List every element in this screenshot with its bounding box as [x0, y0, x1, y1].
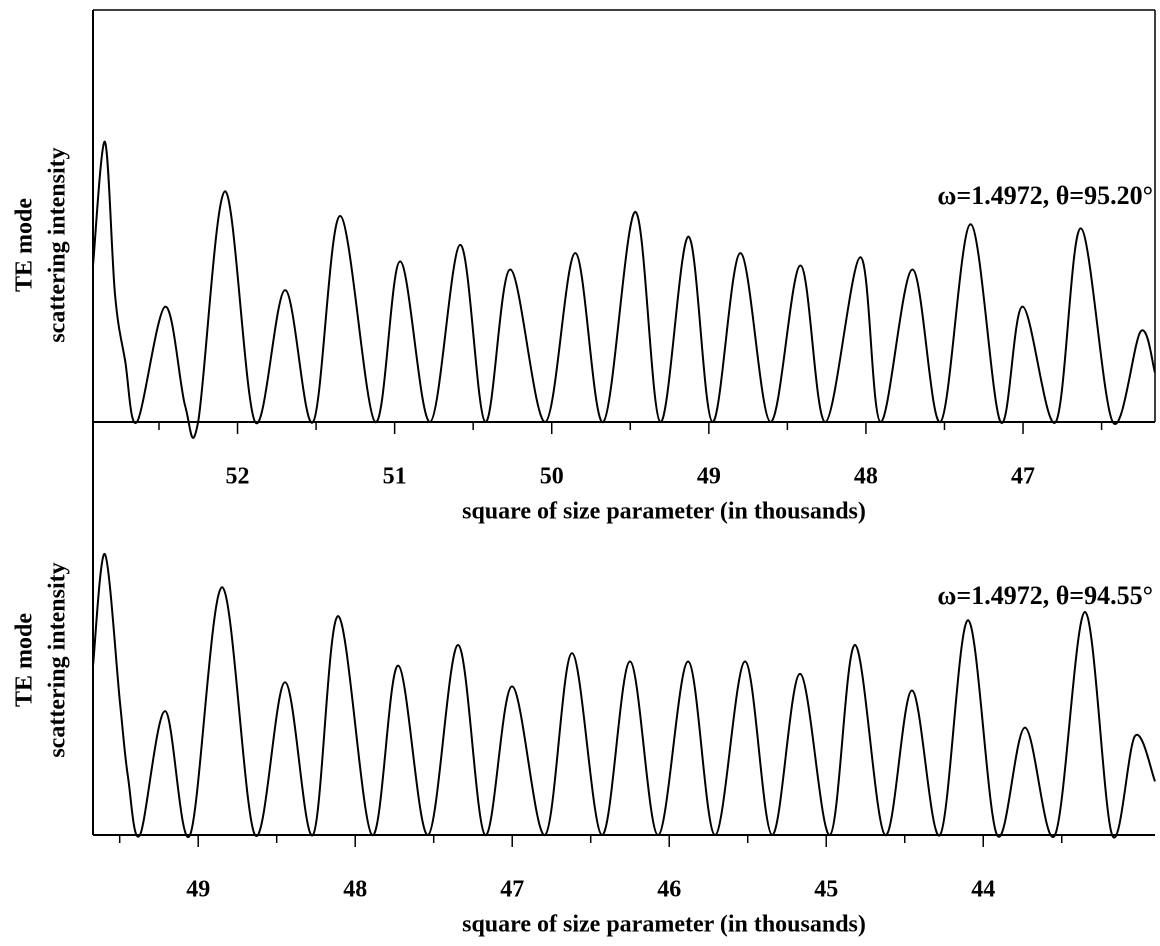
y-axis-label: TE mode [12, 198, 38, 292]
x-tick-label: 48 [343, 877, 367, 903]
x-tick-label: 46 [657, 877, 681, 903]
data-line [92, 553, 1156, 839]
annotation: ω=1.4972, θ=94.55° [937, 581, 1153, 610]
x-tick-label: 51 [383, 464, 407, 490]
x-tick-label: 47 [500, 877, 524, 903]
x-axis-label: square of size parameter (in thousands) [462, 912, 866, 938]
y-axis-label: scattering intensity [45, 562, 71, 757]
x-tick-label: 44 [971, 877, 995, 903]
x-tick-label: 48 [854, 464, 878, 490]
x-axis-label: square of size parameter (in thousands) [462, 499, 866, 525]
x-tick-label: 50 [540, 464, 564, 490]
x-tick-label: 49 [697, 464, 721, 490]
x-tick-label: 47 [1011, 464, 1035, 490]
y-axis-label: TE mode [12, 613, 38, 707]
x-tick-label: 49 [186, 877, 210, 903]
x-tick-label: 52 [226, 464, 250, 490]
annotation: ω=1.4972, θ=95.20° [937, 181, 1153, 210]
data-line [92, 140, 1156, 439]
x-tick-label: 45 [814, 877, 838, 903]
y-axis-label: scattering intensity [45, 147, 71, 342]
